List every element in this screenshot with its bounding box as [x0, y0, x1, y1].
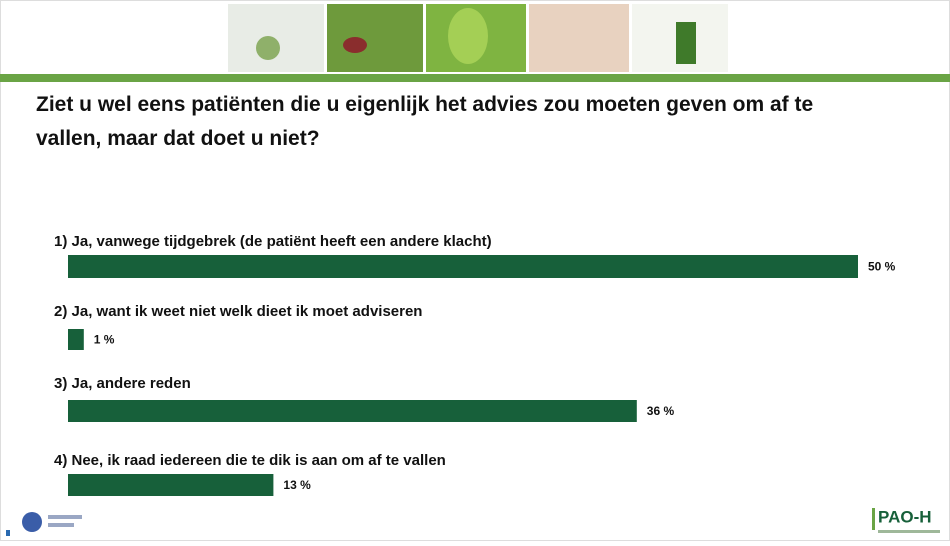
image-hands	[529, 4, 629, 72]
value-label: 13 %	[283, 478, 311, 492]
value-label: 50 %	[868, 260, 896, 274]
university-logo	[22, 512, 42, 532]
bar	[68, 400, 637, 422]
bar	[68, 255, 858, 278]
header-images	[228, 4, 728, 72]
category-label: 4) Nee, ik raad iedereen die te dik is a…	[54, 452, 446, 469]
image-mosquito	[327, 4, 423, 72]
logo-caption	[48, 515, 82, 519]
image-doctor	[228, 4, 324, 72]
category-label: 1) Ja, vanwege tijdgebrek (de patiënt he…	[54, 233, 492, 250]
logo-tagline	[878, 530, 940, 533]
footer-logo: PAO-H	[878, 507, 932, 526]
category-label: 3) Ja, andere reden	[54, 375, 191, 392]
value-label: 36 %	[647, 404, 675, 418]
category-label: 2) Ja, want ik weet niet welk dieet ik m…	[54, 303, 422, 320]
footer-left-logo	[6, 512, 82, 536]
header-stripe	[0, 74, 950, 82]
logo-caption	[48, 523, 74, 527]
bar	[68, 474, 274, 496]
image-insect	[343, 37, 367, 53]
image-apple	[256, 36, 280, 60]
logo-bar	[872, 508, 875, 530]
bar	[68, 329, 84, 350]
value-label: 1 %	[94, 333, 115, 347]
plot-area: 1) Ja, vanwege tijdgebrek (de patiënt he…	[54, 233, 896, 496]
image-glass	[676, 22, 696, 64]
chart-title: Ziet u wel eens patiënten die u eigenlij…	[36, 93, 813, 150]
image-leaf	[448, 8, 488, 64]
marker	[6, 530, 10, 536]
